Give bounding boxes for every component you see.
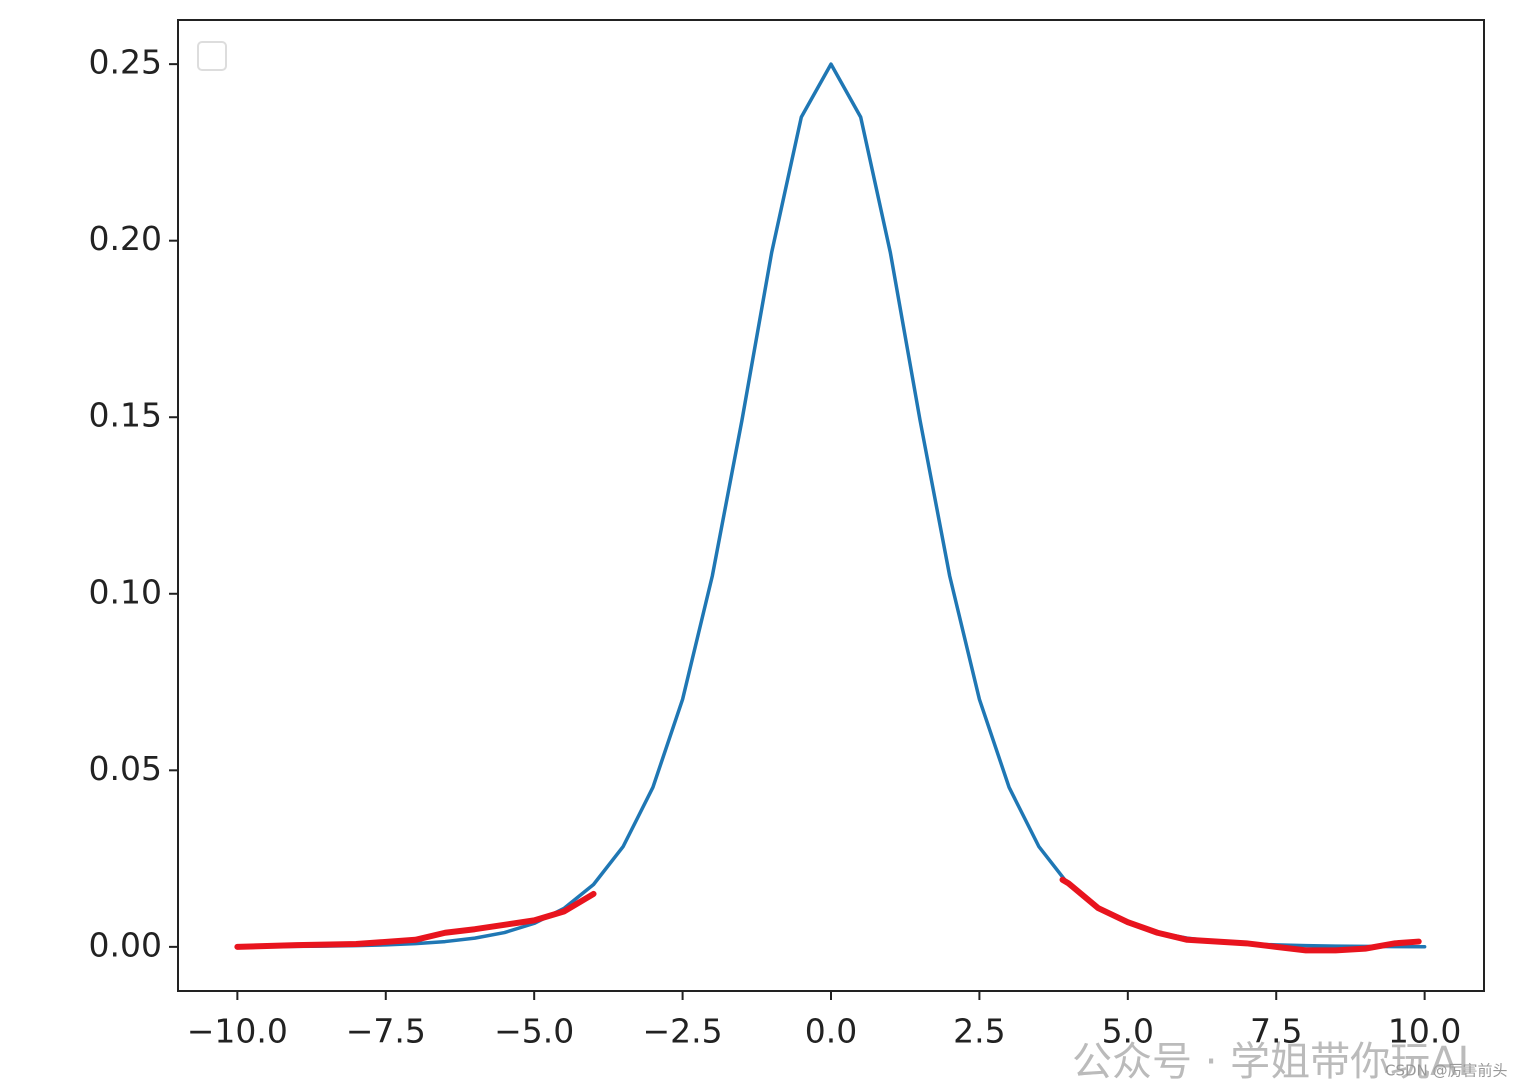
x-tick-label: 10.0 (1388, 1012, 1461, 1051)
watermark: CSDN @厉害前头 (1385, 1062, 1508, 1080)
x-tick-label: 5.0 (1102, 1012, 1154, 1051)
line (234, 890, 597, 950)
y-tick-label: 0.05 (89, 749, 162, 788)
line (235, 62, 1427, 949)
line (1059, 876, 1422, 954)
y-tick-label: 0.15 (89, 396, 162, 435)
plot-frame (177, 19, 1485, 992)
y-tick-label: 0.00 (89, 925, 162, 964)
x-tick-label: −7.5 (346, 1012, 426, 1051)
x-tick-label: 0.0 (805, 1012, 857, 1051)
x-tick-label: −5.0 (494, 1012, 574, 1051)
legend (197, 41, 227, 71)
x-tick-label: −10.0 (187, 1012, 288, 1051)
y-tick-label: 0.20 (89, 219, 162, 258)
y-tick-label: 0.10 (89, 572, 162, 611)
watermark: 公众号 · 学姐带你玩AI (1072, 1039, 1469, 1085)
x-tick-label: −2.5 (643, 1012, 723, 1051)
x-tick-label: 2.5 (953, 1012, 1005, 1051)
x-tick-label: 7.5 (1250, 1012, 1302, 1051)
y-tick-label: 0.25 (89, 43, 162, 82)
